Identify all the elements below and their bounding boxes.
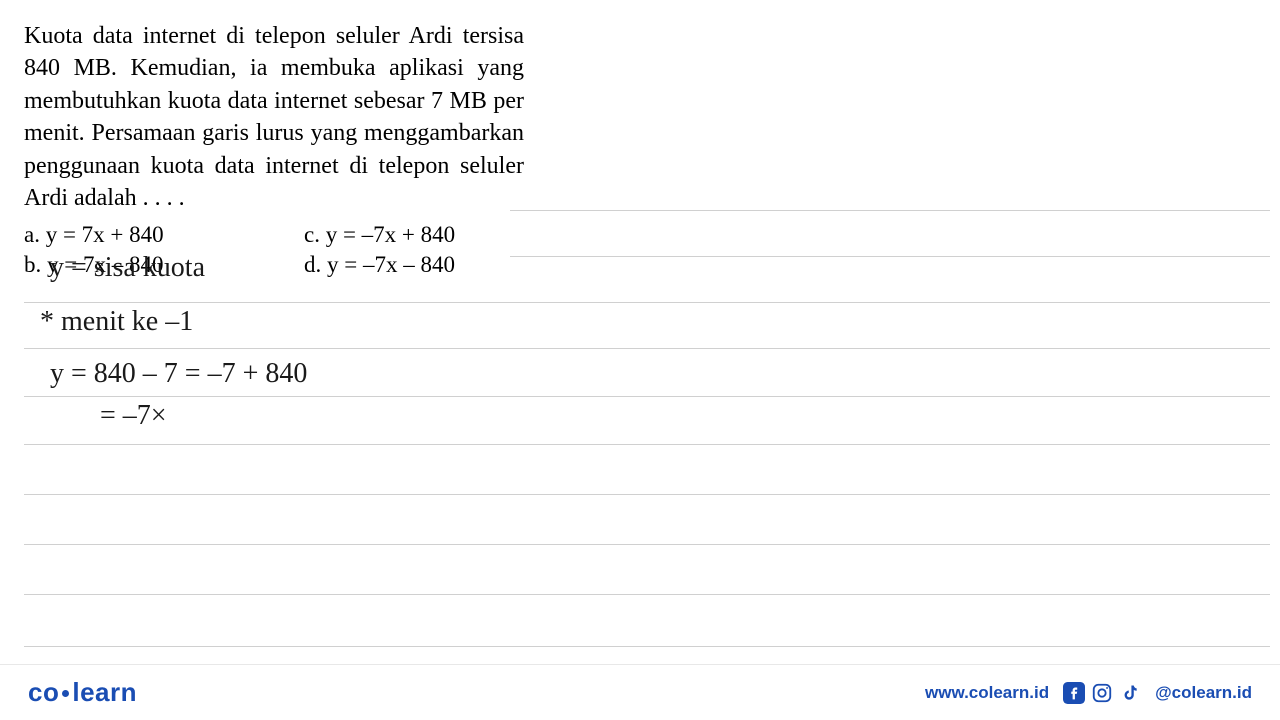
rule-line — [24, 302, 1270, 303]
website-url: www.colearn.id — [925, 683, 1049, 703]
rule-line — [510, 256, 1270, 257]
question-text: Kuota data internet di telepon seluler A… — [24, 20, 524, 214]
tiktok-icon — [1119, 682, 1141, 704]
footer-bar: colearn www.colearn.id @colearn.id — [0, 664, 1280, 720]
rule-line — [24, 348, 1270, 349]
logo-text-right: learn — [72, 677, 137, 707]
rule-line — [24, 646, 1270, 647]
facebook-icon — [1063, 682, 1085, 704]
footer-right-group: www.colearn.id @colearn.id — [925, 682, 1252, 704]
handwriting-line-1: y = sisa kuota — [50, 252, 205, 284]
rule-line — [510, 210, 1270, 211]
rule-line — [24, 444, 1270, 445]
handwriting-line-4: = –7× — [100, 400, 167, 432]
rule-line — [24, 396, 1270, 397]
logo-text-left: co — [28, 677, 59, 707]
social-icon-group — [1063, 682, 1141, 704]
rule-line — [24, 544, 1270, 545]
brand-logo: colearn — [28, 677, 137, 708]
instagram-icon — [1091, 682, 1113, 704]
handwriting-line-2: * menit ke –1 — [40, 306, 193, 338]
rule-line — [24, 594, 1270, 595]
social-handle: @colearn.id — [1155, 683, 1252, 703]
rule-line — [24, 494, 1270, 495]
handwriting-line-3: y = 840 – 7 = –7 + 840 — [50, 358, 307, 390]
logo-dot-icon — [62, 690, 69, 697]
